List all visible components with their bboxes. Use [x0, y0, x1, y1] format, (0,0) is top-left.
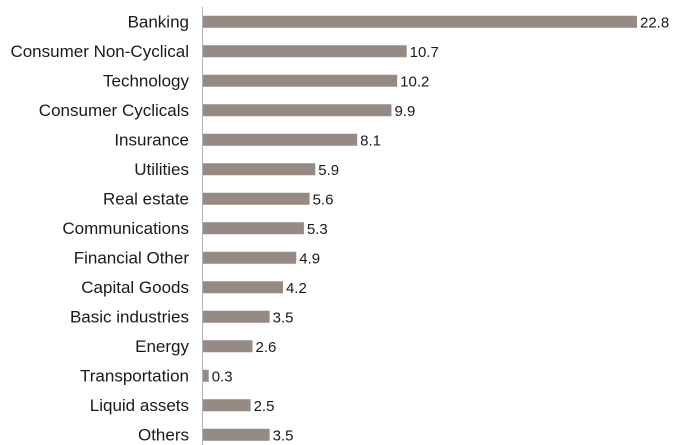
- value-label-banking: 22.8: [640, 14, 669, 31]
- bar-consumer-cyclicals: [203, 104, 392, 117]
- category-label-others: Others: [138, 425, 189, 444]
- bar-utilities: [203, 163, 316, 176]
- category-labels-group: Banking Consumer Non-Cyclical Technology Co…: [10, 12, 189, 444]
- category-label-banking: Banking: [128, 12, 189, 31]
- value-label-financial-other: 4.9: [299, 250, 320, 267]
- bar-liquid-assets: [203, 399, 251, 412]
- bar-financial-other: [203, 251, 297, 264]
- category-label-insurance: Insurance: [114, 130, 189, 149]
- category-label-utilities: Utilities: [134, 160, 189, 179]
- bar-insurance: [203, 133, 358, 146]
- value-labels-group: 22.8 10.7 10.2 9.9 8.1 5.9 5.6 5.3 4.9 4.2 3.5 2.6 0…: [212, 14, 669, 444]
- value-label-others: 3.5: [273, 427, 294, 444]
- category-label-transportation: Transportation: [80, 366, 189, 385]
- bars-group: [203, 15, 637, 441]
- value-label-liquid-assets: 2.5: [254, 398, 275, 415]
- bar-energy: [203, 340, 253, 353]
- value-label-real-estate: 5.6: [313, 191, 334, 208]
- value-label-capital-goods: 4.2: [286, 280, 307, 297]
- bar-communications: [203, 222, 304, 235]
- bar-technology: [203, 74, 398, 87]
- bar-others: [203, 428, 270, 441]
- category-label-financial-other: Financial Other: [74, 248, 190, 267]
- value-label-consumer-non-cyclical: 10.7: [410, 44, 439, 61]
- bar-capital-goods: [203, 281, 283, 294]
- value-label-consumer-cyclicals: 9.9: [394, 103, 415, 120]
- value-label-utilities: 5.9: [318, 162, 339, 179]
- bar-basic-industries: [203, 310, 270, 323]
- category-label-liquid-assets: Liquid assets: [90, 396, 189, 415]
- category-label-technology: Technology: [103, 71, 190, 90]
- value-label-communications: 5.3: [307, 221, 328, 238]
- value-label-basic-industries: 3.5: [273, 309, 294, 326]
- value-label-technology: 10.2: [400, 73, 429, 90]
- category-label-real-estate: Real estate: [103, 189, 189, 208]
- category-label-capital-goods: Capital Goods: [81, 278, 189, 297]
- value-label-energy: 2.6: [255, 339, 276, 356]
- bar-transportation: [203, 369, 209, 382]
- category-label-basic-industries: Basic industries: [70, 307, 189, 326]
- value-label-insurance: 8.1: [360, 132, 381, 149]
- category-label-consumer-non-cyclical: Consumer Non-Cyclical: [10, 42, 189, 61]
- value-label-transportation: 0.3: [212, 368, 233, 385]
- category-label-consumer-cyclicals: Consumer Cyclicals: [39, 101, 189, 120]
- bar-real-estate: [203, 192, 310, 205]
- category-label-communications: Communications: [62, 219, 189, 238]
- category-label-energy: Energy: [135, 337, 189, 356]
- bar-banking: [203, 15, 637, 28]
- bar-consumer-non-cyclical: [203, 45, 407, 58]
